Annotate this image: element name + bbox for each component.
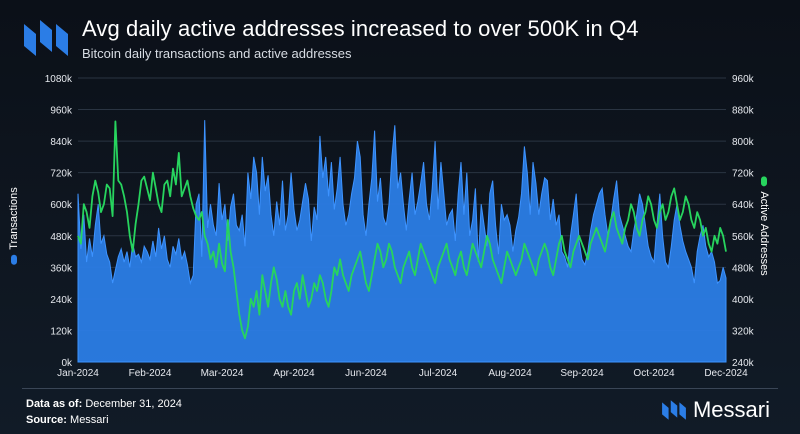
active-addresses-legend-swatch (761, 176, 767, 187)
chart-subtitle: Bitcoin daily transactions and active ad… (82, 46, 352, 61)
y-left-tick-label: 120k (50, 326, 73, 337)
y-right-tick-label: 800k (732, 137, 755, 148)
active-addresses-line (77, 120, 727, 340)
right-axis-label: Active Addresses (758, 191, 770, 276)
y-right-tick-label: 240k (732, 358, 755, 369)
x-tick-label: Apr-2024 (273, 368, 315, 379)
source-label: Source: (26, 414, 67, 426)
y-left-tick-label: 360k (50, 263, 73, 274)
y-right-tick-label: 880k (732, 106, 755, 117)
y-right-tick-label: 720k (732, 169, 755, 180)
chart-title: Avg daily active addresses increased to … (82, 16, 639, 41)
x-tick-label: Oct-2024 (633, 368, 675, 379)
source-value: Messari (70, 414, 109, 426)
y-left-tick-label: 720k (50, 169, 73, 180)
left-axis-label: Transactions (8, 187, 20, 250)
brand-name: Messari (692, 397, 770, 422)
left-axis-title: Transactions (8, 187, 20, 265)
y-left-tick-label: 240k (50, 295, 73, 306)
x-tick-label: Aug-2024 (488, 368, 532, 379)
x-tick-label: Jan-2024 (57, 368, 99, 379)
data-as-of-label: Data as of: (26, 398, 83, 410)
x-tick-label: Feb-2024 (129, 368, 172, 379)
y-left-tick-label: 840k (50, 137, 73, 148)
x-tick-label: Sep-2024 (560, 368, 604, 379)
y-left-tick-label: 480k (50, 232, 73, 243)
messari-logo-icon (24, 20, 68, 56)
x-tick-label: Mar-2024 (201, 368, 244, 379)
y-left-tick-label: 960k (50, 106, 73, 117)
transactions-legend-swatch (11, 254, 17, 265)
footer-divider (22, 388, 778, 389)
y-right-tick-label: 560k (732, 232, 755, 243)
data-as-of-value: December 31, 2024 (85, 398, 182, 410)
y-right-tick-label: 400k (732, 295, 755, 306)
brand: Messari (661, 397, 770, 423)
y-left-tick-label: 600k (50, 200, 73, 211)
transactions-area (77, 120, 727, 363)
y-left-tick-label: 1080k (45, 74, 73, 85)
y-right-tick-label: 320k (732, 326, 755, 337)
x-tick-label: Jun-2024 (345, 368, 387, 379)
y-right-tick-label: 640k (732, 200, 755, 211)
y-left-tick-label: 0k (61, 358, 73, 369)
y-right-tick-label: 960k (732, 74, 755, 85)
messari-brand-icon (662, 400, 686, 420)
data-as-of: Data as of: December 31, 2024 (26, 398, 182, 410)
right-axis-title: Active Addresses (758, 176, 770, 276)
y-right-tick-label: 480k (732, 263, 755, 274)
source: Source: Messari (26, 414, 109, 426)
x-tick-label: Jul-2024 (419, 368, 458, 379)
x-tick-label: Dec-2024 (704, 368, 748, 379)
